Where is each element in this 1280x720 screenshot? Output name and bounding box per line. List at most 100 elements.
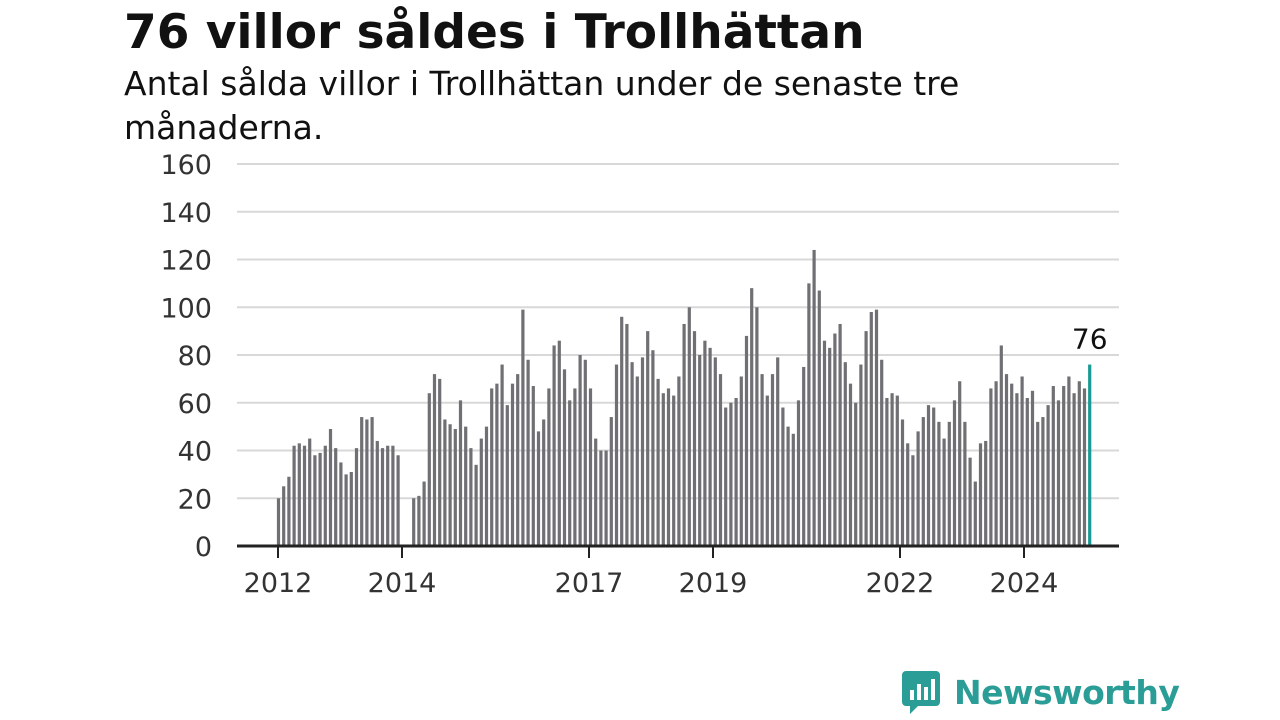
bar (994, 381, 998, 546)
x-tick-label: 2019 (679, 568, 748, 599)
bar (458, 400, 463, 546)
bar (1072, 393, 1076, 546)
bar (791, 433, 795, 546)
bar (500, 364, 504, 546)
bar (828, 347, 832, 546)
bar (490, 388, 494, 546)
bar (282, 486, 286, 546)
bar (318, 452, 322, 546)
bar (906, 443, 910, 546)
bar (1041, 417, 1045, 546)
bar (630, 362, 634, 546)
x-tick-label: 2024 (990, 568, 1059, 599)
bar (526, 359, 530, 546)
bar (360, 417, 364, 546)
bar (765, 395, 769, 546)
highlight-bar (1088, 364, 1092, 546)
bar (755, 307, 759, 546)
bar (547, 388, 551, 546)
bar (479, 438, 483, 546)
bar (396, 455, 400, 546)
bar (1056, 400, 1061, 546)
bar (796, 400, 801, 546)
bar (510, 383, 515, 546)
bar (786, 426, 790, 546)
bar (448, 424, 452, 546)
newsworthy-logo-text: Newsworthy (954, 672, 1180, 712)
bar (656, 378, 660, 546)
bar (1082, 388, 1087, 546)
bar (869, 312, 873, 546)
bar (334, 448, 338, 546)
bar (464, 426, 468, 546)
bar (614, 364, 619, 546)
bar (1051, 386, 1055, 546)
bar (682, 323, 686, 546)
bar (323, 445, 327, 546)
x-tick-label: 2022 (866, 568, 935, 599)
bar (926, 405, 931, 546)
bar (635, 376, 639, 546)
bar (365, 419, 369, 546)
bar (521, 309, 525, 546)
bar (984, 440, 988, 546)
newsworthy-logo: Newsworthy (900, 668, 1180, 716)
bar (781, 407, 785, 546)
bar (516, 374, 520, 546)
bar (495, 383, 499, 546)
bar (568, 400, 572, 546)
bar (937, 421, 941, 546)
bar (859, 364, 863, 546)
bar (349, 471, 353, 546)
bar (848, 383, 853, 546)
bar (297, 443, 301, 546)
bar (1010, 383, 1014, 546)
bar (1036, 421, 1040, 546)
bar (661, 393, 665, 546)
bar (968, 457, 972, 546)
bar (921, 417, 925, 546)
bar (817, 290, 821, 546)
bar (380, 448, 385, 546)
bar (838, 323, 842, 546)
bar (833, 333, 837, 546)
bar (999, 345, 1003, 546)
last-value-label: 76 (1072, 323, 1108, 356)
bar (963, 421, 967, 546)
bar (812, 249, 816, 546)
bar (1025, 397, 1029, 546)
y-tick-label: 120 (160, 246, 212, 277)
y-tick-label: 80 (178, 341, 212, 372)
chart-title: 76 villor såldes i Trollhättan (124, 5, 865, 60)
bar (890, 393, 894, 546)
bar (339, 462, 343, 546)
bar (932, 407, 936, 546)
bar (422, 481, 426, 546)
bar (443, 419, 447, 546)
bar (287, 476, 291, 546)
bar (1046, 405, 1050, 546)
bar (770, 374, 775, 546)
bar (989, 388, 993, 546)
bar (900, 419, 905, 546)
bar (646, 331, 650, 546)
bar (1020, 376, 1024, 546)
bar (292, 445, 296, 546)
bar (308, 438, 312, 546)
bar (427, 393, 431, 546)
bar (744, 335, 749, 546)
bar (438, 378, 442, 546)
bar (604, 450, 608, 546)
bar (474, 464, 478, 546)
y-tick-label: 100 (160, 293, 212, 324)
chart-subtitle: Antal sålda villor i Trollhättan under d… (124, 64, 960, 147)
bar (276, 498, 281, 546)
bar (386, 445, 390, 546)
y-tick-label: 0 (195, 532, 212, 563)
bar (952, 400, 957, 546)
bar (370, 417, 374, 546)
bar (328, 429, 333, 546)
bar (885, 397, 889, 546)
bar (724, 407, 728, 546)
bar (391, 445, 395, 546)
